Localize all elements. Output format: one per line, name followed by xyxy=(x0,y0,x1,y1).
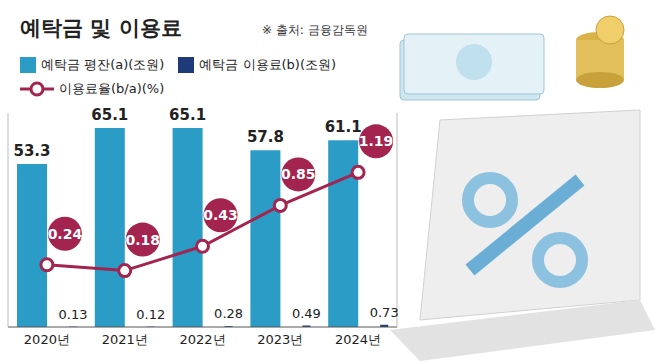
svg-text:0.28: 0.28 xyxy=(214,306,243,321)
svg-text:0.12: 0.12 xyxy=(136,307,165,322)
svg-text:53.3: 53.3 xyxy=(13,142,50,160)
svg-text:65.1: 65.1 xyxy=(169,106,206,124)
svg-text:0.13: 0.13 xyxy=(59,307,88,322)
html-text:예탁금 평잔(a)(조원): 예탁금 평잔(a)(조원) xyxy=(41,57,165,72)
svg-text:1.19: 1.19 xyxy=(359,133,394,149)
svg-text:2024년: 2024년 xyxy=(335,332,381,347)
html-text:이용료율(b/a)(%): 이용료율(b/a)(%) xyxy=(59,81,165,96)
html-text:예탁금 이용료(b)(조원): 예탁금 이용료(b)(조원) xyxy=(199,57,337,72)
svg-text:2023년: 2023년 xyxy=(257,332,303,347)
svg-text:0.49: 0.49 xyxy=(292,306,321,321)
svg-text:0.43: 0.43 xyxy=(203,207,238,223)
svg-text:0.24: 0.24 xyxy=(48,226,83,242)
html-text:예탁금 및 이용료: 예탁금 및 이용료 xyxy=(20,16,182,40)
svg-text:0.73: 0.73 xyxy=(370,305,399,320)
svg-text:2020년: 2020년 xyxy=(24,332,70,347)
svg-text:2021년: 2021년 xyxy=(102,332,148,347)
svg-text:61.1: 61.1 xyxy=(325,118,362,136)
svg-text:0.85: 0.85 xyxy=(281,166,316,182)
svg-text:65.1: 65.1 xyxy=(91,106,128,124)
svg-text:2022년: 2022년 xyxy=(179,332,225,347)
svg-text:0.18: 0.18 xyxy=(125,232,160,248)
svg-text:57.8: 57.8 xyxy=(247,128,284,146)
html-text:※ 출처: 금융감독원: ※ 출처: 금융감독원 xyxy=(262,23,368,37)
